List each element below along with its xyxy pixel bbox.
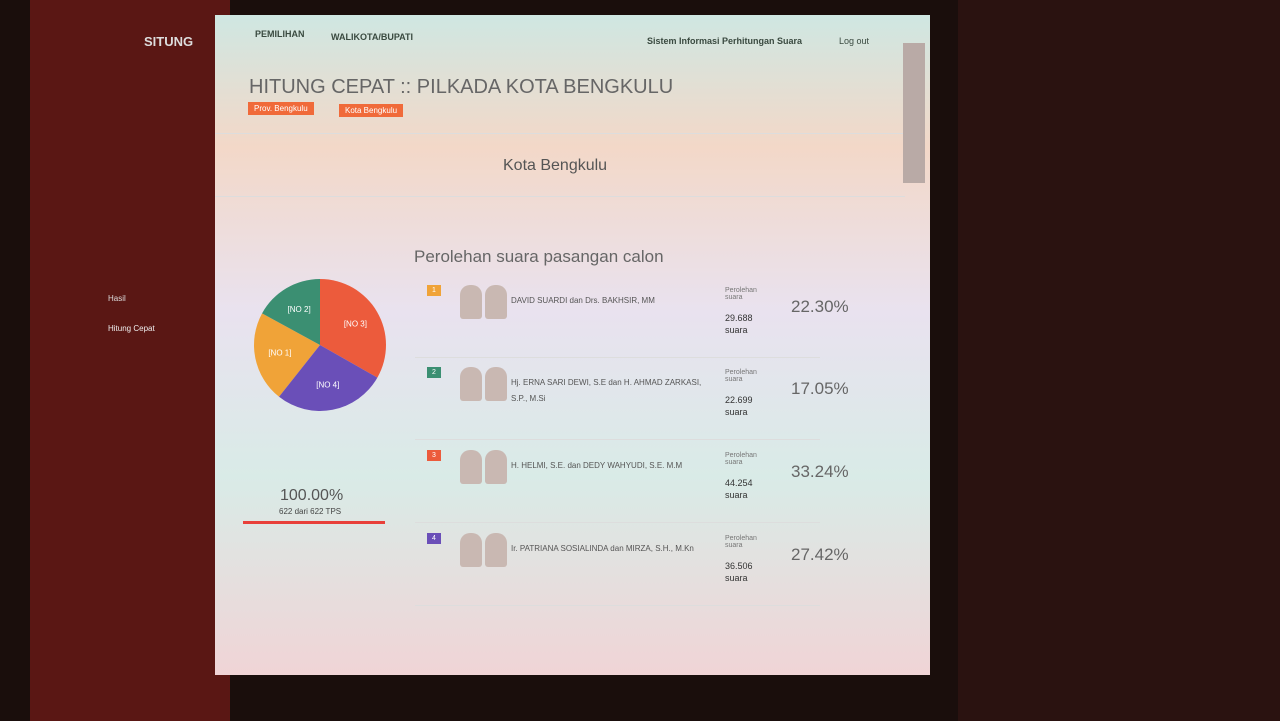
votes-unit: suara <box>725 407 748 417</box>
nav-item[interactable]: PEMILIHAN <box>255 29 305 39</box>
progress-bar <box>243 521 385 524</box>
votes: 36.506 <box>725 561 753 571</box>
candidate-number: 3 <box>427 450 441 461</box>
vote-percent: 33.24% <box>791 462 849 481</box>
votes: 22.699 <box>725 395 753 405</box>
progress-percent: 100.00% <box>280 487 344 504</box>
candidate-name: DAVID SUARDI dan Drs. BAKHSIR, MM <box>511 296 655 305</box>
menu-item[interactable]: Hitung Cepat <box>108 324 155 333</box>
avatar <box>485 533 507 567</box>
slice-label: [NO 4] <box>316 380 339 389</box>
breadcrumb[interactable]: Kota Bengkulu <box>339 104 404 117</box>
pie-slice <box>320 279 386 378</box>
vote-percent: 17.05% <box>791 379 849 398</box>
candidate-number: 4 <box>427 533 441 544</box>
vote-percent: 27.42% <box>791 545 849 564</box>
row-divider <box>415 439 820 440</box>
nav-item[interactable]: WALIKOTA/BUPATI <box>331 32 413 42</box>
votes-label: Perolehan suara <box>725 535 757 549</box>
progress-detail: 622 dari 622 TPS <box>279 507 342 516</box>
votes-unit: suara <box>725 490 748 500</box>
app-name: Sistem Informasi Perhitungan Suara <box>647 36 803 46</box>
background <box>958 0 1280 721</box>
screen: PEMILIHAN WALIKOTA/BUPATI Sistem Informa… <box>215 15 930 675</box>
section-header <box>215 133 905 197</box>
list-title: Perolehan suara pasangan calon <box>414 247 664 266</box>
avatar <box>460 285 482 319</box>
pie-slice <box>254 313 320 397</box>
page-title: HITUNG CEPAT :: PILKADA KOTA BENGKULU <box>249 76 674 98</box>
avatar <box>460 450 482 484</box>
candidate-number: 2 <box>427 367 441 378</box>
slice-label: [NO 1] <box>268 348 291 357</box>
row-divider <box>415 357 820 358</box>
breadcrumb[interactable]: Prov. Bengkulu <box>248 102 314 115</box>
votes-label: Perolehan suara <box>725 369 757 383</box>
avatar <box>460 367 482 401</box>
candidate-name: Ir. PATRIANA SOSIALINDA dan MIRZA, S.H.,… <box>511 544 694 553</box>
pie-slice <box>262 279 320 345</box>
slice-label: [NO 2] <box>288 305 311 314</box>
pie-chart: [NO 1] [NO 2] [NO 3] [NO 4] <box>254 279 386 411</box>
menu-item[interactable]: Hasil <box>108 294 126 303</box>
scrollbar <box>903 43 925 183</box>
candidate-name: H. HELMI, S.E. dan DEDY WAHYUDI, S.E. M.… <box>511 461 683 470</box>
row-divider <box>415 522 820 523</box>
section-title: Kota Bengkulu <box>503 157 608 174</box>
votes-unit: suara <box>725 573 748 583</box>
pie-slice <box>279 345 378 411</box>
votes-label: Perolehan suara <box>725 452 757 466</box>
slice-label: [NO 3] <box>344 320 367 329</box>
votes-label: Perolehan suara <box>725 287 757 301</box>
candidate-name: Hj. ERNA SARI DEWI, S.E dan H. AHMAD ZAR… <box>511 378 702 403</box>
row-divider <box>415 605 820 606</box>
brand: SITUNG <box>144 34 194 49</box>
avatar <box>485 367 507 401</box>
avatar <box>485 450 507 484</box>
sidebar: SITUNG Hasil Hitung Cepat <box>30 0 230 721</box>
avatar <box>485 285 507 319</box>
logout[interactable]: Log out <box>839 36 870 46</box>
vote-percent: 22.30% <box>791 297 849 316</box>
avatar <box>460 533 482 567</box>
votes: 29.688 <box>725 313 753 323</box>
votes-unit: suara <box>725 325 748 335</box>
candidate-number: 1 <box>427 285 441 296</box>
votes: 44.254 <box>725 478 753 488</box>
